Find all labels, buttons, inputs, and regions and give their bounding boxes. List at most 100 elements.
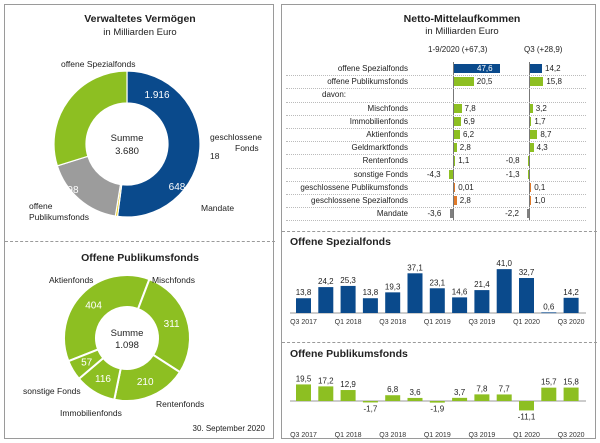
table-row-separator xyxy=(286,101,586,103)
bar1-value-0: 13,8 xyxy=(296,288,312,297)
table-row-label: Aktienfonds xyxy=(366,130,408,139)
bar2-bar-1 xyxy=(318,386,334,401)
table-value-col1: 2,8 xyxy=(459,143,471,153)
donut2-value-3: 116 xyxy=(95,374,111,385)
label-mischfonds: Mischfonds xyxy=(152,275,195,285)
bar2-bar-4 xyxy=(385,395,401,401)
donut2-value-1: 311 xyxy=(164,319,180,330)
donut2-value-0: 404 xyxy=(85,300,102,311)
table-bar-col2 xyxy=(530,130,538,140)
table-row-separator xyxy=(286,167,586,169)
bar2-value-6: -1,9 xyxy=(430,405,444,414)
right-panel: Netto-Mittelaufkommen in Milliarden Euro… xyxy=(281,4,597,439)
bar2-tick-0: Q3 2017 xyxy=(290,432,317,439)
table-value-col1: -4,3 xyxy=(426,169,441,179)
spezial-bar-chart: 13,8 Q3 2017 24,2 25,3 Q1 2018 13,8 19,3 Q3 201… xyxy=(290,259,586,326)
label-aktienfonds: Aktienfonds xyxy=(49,275,94,285)
bar2-tick-12: Q3 2020 xyxy=(558,432,585,439)
bar1-bar-11 xyxy=(541,312,557,314)
bar2-tick-2: Q1 2018 xyxy=(335,432,362,439)
bar2-tick-4: Q3 2018 xyxy=(379,432,406,439)
label-sonstige-fonds: sonstige Fonds xyxy=(23,386,81,396)
bar2-bar-12 xyxy=(563,387,579,401)
table-value-col1: 1,1 xyxy=(458,156,470,166)
donut1-center-value: 3.680 xyxy=(115,146,139,157)
table-row-separator xyxy=(286,114,586,116)
bar1-tick-4: Q3 2018 xyxy=(379,319,406,326)
bar1-tick-8: Q3 2019 xyxy=(468,319,495,326)
bar2-value-9: 7,7 xyxy=(499,384,511,393)
label-geschlossene-1: geschlossene xyxy=(210,132,262,142)
table-row-label: offene Publikumsfonds xyxy=(327,77,408,87)
table-row-separator xyxy=(286,75,586,77)
aum-subtitle: in Milliarden Euro xyxy=(103,27,177,38)
bar2-value-5: 3,6 xyxy=(409,388,421,397)
donut2-value-4: 57 xyxy=(81,358,93,369)
table-row-separator xyxy=(286,194,586,195)
bar1-tick-6: Q1 2019 xyxy=(424,319,451,326)
table-value-col2: 1,7 xyxy=(534,116,546,126)
donut1-value-2: 648 xyxy=(169,182,186,193)
publikum-title: Offene Publikumsfonds xyxy=(81,252,199,264)
table-row-separator xyxy=(286,220,586,222)
label-offene: offene xyxy=(29,201,53,211)
label-publikumsfonds: Publikumsfonds xyxy=(29,212,90,222)
bar1-bar-7 xyxy=(452,297,468,313)
table-bar-col2 xyxy=(530,103,533,113)
bar1-value-6: 23,1 xyxy=(430,278,446,287)
publikum-bar-chart: 19,5 Q3 2017 17,2 12,9 Q1 2018 -1,7 6,8 Q3 2018… xyxy=(290,374,586,439)
bar2-bar-2 xyxy=(340,390,356,401)
table-row-label: Mischfonds xyxy=(367,103,408,113)
bar2-bar-3 xyxy=(362,401,378,403)
bar2-bar-7 xyxy=(452,397,468,401)
table-row-separator xyxy=(286,180,586,182)
donut1-value-0: 1.916 xyxy=(144,90,169,101)
table-value-col1: 20,5 xyxy=(476,77,493,87)
bar2-bar-0 xyxy=(296,384,311,401)
table-row-separator xyxy=(286,88,586,90)
table-bar-col1 xyxy=(454,156,456,166)
aum-donut-chart: 1.916 648 1.098 Summe 3.680 xyxy=(53,70,201,218)
spezial-chart-title: Offene Spezialfonds xyxy=(290,236,391,248)
donut2-segment-1 xyxy=(136,277,191,374)
bar2-tick-8: Q3 2019 xyxy=(468,432,495,439)
table-bar-col1 xyxy=(454,182,456,192)
donut1-segment-3 xyxy=(53,70,128,167)
bar2-value-12: 15,8 xyxy=(563,378,579,387)
col2-header: Q3 (+28,9) xyxy=(524,45,563,54)
table-value-col1: 6,2 xyxy=(462,130,475,139)
table-bar-col1 xyxy=(454,116,461,126)
table-row-label: Geldmarktfonds xyxy=(351,143,408,153)
bar1-tick-2: Q1 2018 xyxy=(335,319,362,326)
netto-title: Netto-Mittelaufkommen xyxy=(403,13,521,25)
label-geschlossene-2: Fonds xyxy=(235,143,259,153)
bar2-value-0: 19,5 xyxy=(296,374,312,383)
table-bar-col2 xyxy=(530,143,534,153)
left-divider xyxy=(5,241,275,242)
table-value-col1: 6,9 xyxy=(463,116,475,126)
table-row-separator xyxy=(286,141,586,143)
donut2-segment-0 xyxy=(63,274,151,363)
table-row-label: sonstige Fonds xyxy=(353,169,408,179)
bar2-bar-11 xyxy=(541,387,557,401)
bar1-bar-9 xyxy=(496,269,512,313)
bar1-bar-10 xyxy=(519,278,534,313)
table-row-separator xyxy=(286,154,586,156)
label-immobilienfonds: Immobilienfonds xyxy=(60,408,122,418)
donut2-segment-4 xyxy=(67,348,105,381)
table-bar-col1 xyxy=(454,103,462,113)
bar2-value-7: 3,7 xyxy=(454,388,466,397)
table-value-col2: 1,0 xyxy=(534,196,546,205)
bar2-value-8: 7,8 xyxy=(476,384,488,393)
right-divider-2 xyxy=(282,342,597,343)
table-row-label: Mandate xyxy=(376,209,408,219)
table-row-label: Rentenfonds xyxy=(362,156,408,166)
bar1-value-2: 25,3 xyxy=(340,276,356,285)
col1-header: 1-9/2020 (+67,3) xyxy=(428,45,488,54)
table-row-label: davon: xyxy=(322,90,347,100)
table-value-col1: -3,6 xyxy=(427,209,442,219)
bar1-bar-6 xyxy=(429,288,445,313)
bar2-tick-10: Q1 2020 xyxy=(513,432,540,439)
table-value-col1: 0,01 xyxy=(458,182,474,192)
